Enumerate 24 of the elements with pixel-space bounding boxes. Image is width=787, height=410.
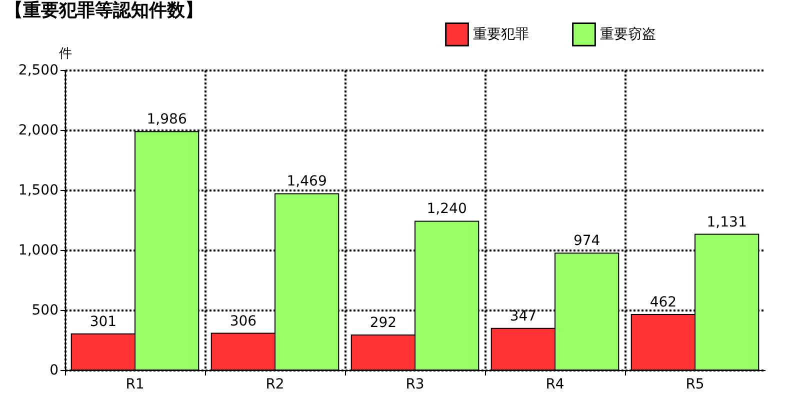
x-tick-label: R1	[126, 376, 144, 392]
legend-label: 重要犯罪	[473, 26, 529, 42]
y-tick-label: 1,000	[18, 242, 58, 258]
legend-label: 重要窃盗	[600, 26, 656, 42]
x-tick-label: R4	[546, 376, 564, 392]
y-tick-label: 2,500	[18, 62, 58, 78]
y-tick-label: 2,000	[18, 122, 58, 138]
data-label: 462	[650, 294, 677, 311]
y-tick-label: 0	[50, 362, 58, 378]
data-label: 1,240	[426, 201, 467, 218]
data-label: 306	[230, 313, 257, 330]
y-axis-title: 件	[59, 46, 72, 62]
y-tick-label: 500	[32, 302, 58, 318]
data-label: 1,986	[146, 112, 187, 128]
y-tick-label: 1,500	[18, 182, 58, 198]
data-label: 1,131	[706, 214, 747, 230]
x-tick-label: R2	[266, 376, 284, 392]
data-label: 301	[90, 314, 117, 330]
x-tick-label: R5	[686, 376, 704, 392]
data-label: 292	[370, 314, 397, 331]
chart-title: 【重要犯罪等認知件数】	[5, 0, 203, 21]
x-tick-label: R3	[406, 376, 424, 392]
data-label: 974	[573, 233, 600, 250]
data-label: 1,469	[286, 174, 327, 190]
